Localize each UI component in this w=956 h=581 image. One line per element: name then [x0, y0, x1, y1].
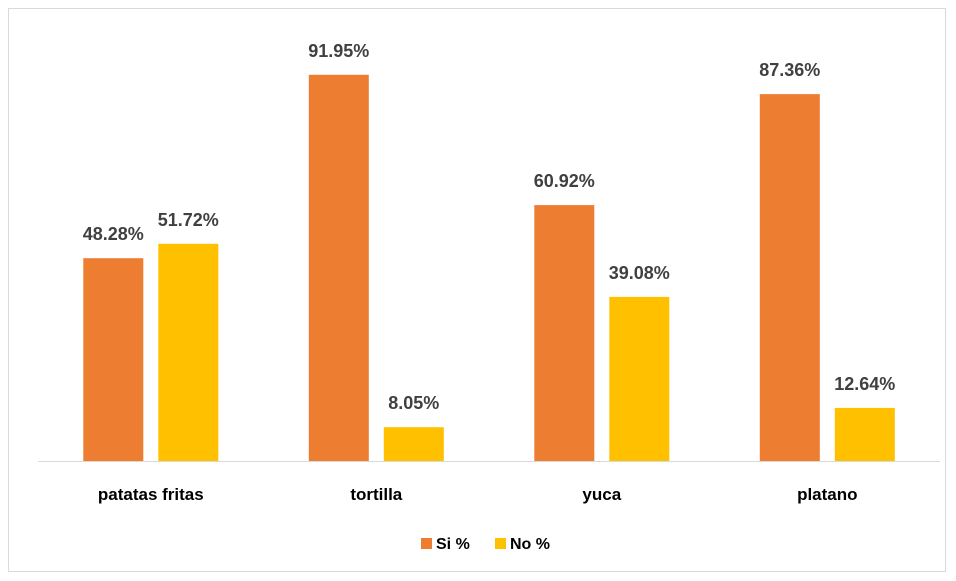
legend-label-si: Si % — [436, 536, 470, 553]
data-label-no-yuca: 39.08% — [609, 263, 670, 283]
data-labels-layer: 48.28% 51.72% 91.95% 8.05% 60.92% 39.08% 87.36… — [83, 41, 896, 413]
data-label-si-patatas-fritas: 48.28% — [83, 224, 144, 244]
data-label-si-tortilla: 91.95% — [308, 41, 369, 61]
x-tick-label-yuca: yuca — [582, 485, 621, 504]
bar-si-yuca — [534, 205, 595, 461]
x-tick-label-tortilla: tortilla — [350, 485, 402, 504]
bars-layer — [83, 74, 895, 462]
data-label-si-platano: 87.36% — [759, 60, 820, 80]
x-tick-label-platano: platano — [797, 485, 857, 504]
bar-si-platano — [759, 94, 820, 461]
data-label-si-yuca: 60.92% — [534, 171, 595, 191]
legend-label-no: No % — [510, 536, 550, 553]
x-tick-labels-layer: patatas fritas tortilla yuca platano — [98, 485, 858, 504]
bar-si-patatas-fritas — [83, 258, 144, 461]
legend: Si % No % — [421, 536, 550, 553]
bar-si-tortilla — [308, 74, 369, 462]
data-label-no-platano: 12.64% — [834, 374, 895, 394]
bar-no-patatas-fritas — [158, 243, 219, 461]
legend-swatch-no — [495, 538, 506, 549]
x-tick-label-patatas-fritas: patatas fritas — [98, 485, 204, 504]
legend-swatch-si — [421, 538, 432, 549]
data-label-no-patatas-fritas: 51.72% — [158, 210, 219, 230]
bar-no-tortilla — [383, 427, 444, 461]
bar-no-yuca — [609, 296, 670, 461]
bar-no-platano — [834, 407, 895, 461]
data-label-no-tortilla: 8.05% — [388, 393, 439, 413]
